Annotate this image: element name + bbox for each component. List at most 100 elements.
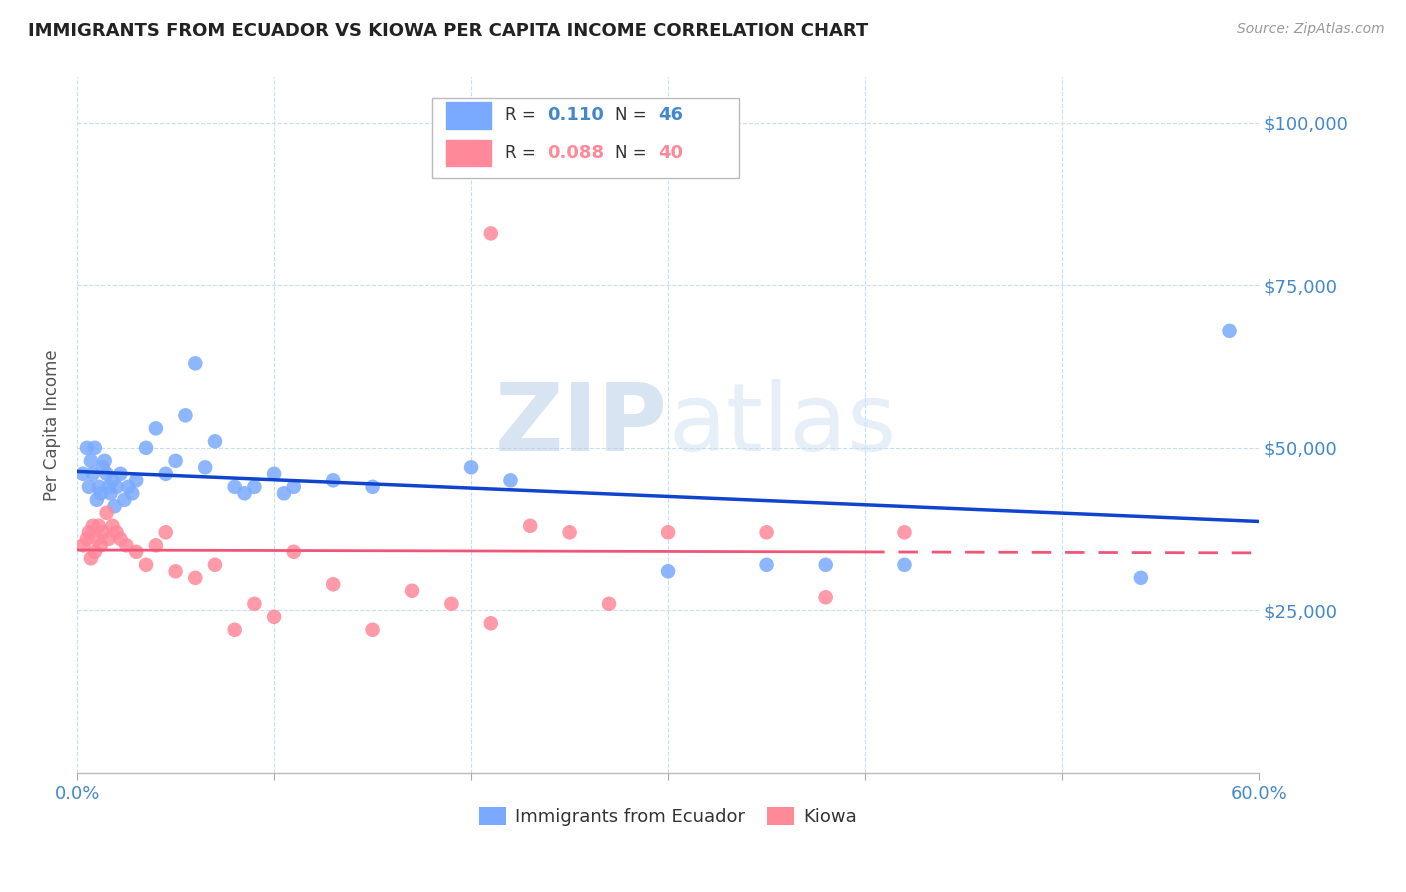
Text: 0.088: 0.088 bbox=[547, 144, 605, 162]
Point bbox=[479, 616, 502, 631]
Text: R =: R = bbox=[505, 144, 541, 162]
Point bbox=[814, 591, 837, 605]
Point bbox=[135, 441, 157, 455]
Point bbox=[93, 454, 115, 468]
Point bbox=[135, 558, 157, 572]
Point bbox=[101, 473, 124, 487]
Point bbox=[145, 421, 167, 435]
Point bbox=[598, 597, 620, 611]
Point bbox=[1129, 571, 1152, 585]
Point bbox=[401, 583, 423, 598]
Point bbox=[155, 467, 177, 481]
Point bbox=[263, 609, 285, 624]
Point bbox=[83, 545, 105, 559]
Point bbox=[224, 623, 246, 637]
Point bbox=[224, 480, 246, 494]
Point bbox=[243, 597, 266, 611]
Point bbox=[263, 467, 285, 481]
Point bbox=[361, 623, 384, 637]
Point bbox=[273, 486, 295, 500]
Point bbox=[87, 518, 110, 533]
Point bbox=[233, 486, 256, 500]
Point bbox=[174, 409, 197, 423]
Point bbox=[77, 525, 100, 540]
Point bbox=[110, 467, 132, 481]
Point bbox=[283, 480, 305, 494]
Point bbox=[91, 460, 114, 475]
Point bbox=[194, 460, 217, 475]
Text: atlas: atlas bbox=[668, 379, 897, 471]
Point bbox=[125, 473, 148, 487]
Point bbox=[283, 545, 305, 559]
Point bbox=[145, 538, 167, 552]
Point bbox=[105, 525, 128, 540]
Point bbox=[97, 480, 120, 494]
Point bbox=[1218, 324, 1240, 338]
Point bbox=[165, 564, 187, 578]
Point bbox=[657, 525, 679, 540]
Point bbox=[125, 545, 148, 559]
Point bbox=[204, 434, 226, 449]
Point bbox=[322, 577, 344, 591]
Point bbox=[72, 467, 94, 481]
Point bbox=[101, 518, 124, 533]
Point bbox=[90, 486, 112, 500]
Point bbox=[86, 532, 108, 546]
Point bbox=[86, 492, 108, 507]
Point bbox=[558, 525, 581, 540]
Point bbox=[499, 473, 522, 487]
Text: ZIP: ZIP bbox=[495, 379, 668, 471]
Point bbox=[96, 467, 118, 481]
Point bbox=[76, 441, 98, 455]
Text: 46: 46 bbox=[658, 106, 683, 125]
Point bbox=[110, 532, 132, 546]
Legend: Immigrants from Ecuador, Kiowa: Immigrants from Ecuador, Kiowa bbox=[472, 799, 865, 833]
Point bbox=[112, 492, 135, 507]
Text: IMMIGRANTS FROM ECUADOR VS KIOWA PER CAPITA INCOME CORRELATION CHART: IMMIGRANTS FROM ECUADOR VS KIOWA PER CAP… bbox=[28, 22, 869, 40]
Point bbox=[479, 227, 502, 241]
Point bbox=[91, 525, 114, 540]
Point bbox=[82, 467, 104, 481]
Point bbox=[80, 454, 103, 468]
Point bbox=[96, 506, 118, 520]
Point bbox=[77, 480, 100, 494]
Point bbox=[90, 538, 112, 552]
Text: 0.110: 0.110 bbox=[547, 106, 605, 125]
FancyBboxPatch shape bbox=[432, 98, 740, 178]
Point bbox=[657, 564, 679, 578]
Point bbox=[184, 571, 207, 585]
Point bbox=[121, 486, 143, 500]
Text: R =: R = bbox=[505, 106, 541, 125]
Point bbox=[755, 558, 778, 572]
Point bbox=[87, 480, 110, 494]
Point bbox=[155, 525, 177, 540]
Point bbox=[460, 460, 482, 475]
Text: Source: ZipAtlas.com: Source: ZipAtlas.com bbox=[1237, 22, 1385, 37]
Point bbox=[243, 480, 266, 494]
Point bbox=[893, 558, 915, 572]
Point bbox=[165, 454, 187, 468]
Point bbox=[519, 518, 541, 533]
Point bbox=[117, 480, 139, 494]
Point bbox=[103, 500, 125, 514]
Point bbox=[105, 480, 128, 494]
Point bbox=[97, 532, 120, 546]
Bar bbox=[446, 140, 491, 166]
Point bbox=[100, 486, 122, 500]
Point bbox=[893, 525, 915, 540]
Point bbox=[204, 558, 226, 572]
Point bbox=[755, 525, 778, 540]
Point bbox=[184, 356, 207, 370]
Text: N =: N = bbox=[614, 144, 652, 162]
Y-axis label: Per Capita Income: Per Capita Income bbox=[44, 350, 60, 501]
Bar bbox=[446, 103, 491, 128]
Point bbox=[322, 473, 344, 487]
Point bbox=[80, 551, 103, 566]
Point bbox=[83, 441, 105, 455]
Point bbox=[82, 518, 104, 533]
Text: 40: 40 bbox=[658, 144, 683, 162]
Text: N =: N = bbox=[614, 106, 652, 125]
Point bbox=[76, 532, 98, 546]
Point bbox=[440, 597, 463, 611]
Point bbox=[72, 538, 94, 552]
